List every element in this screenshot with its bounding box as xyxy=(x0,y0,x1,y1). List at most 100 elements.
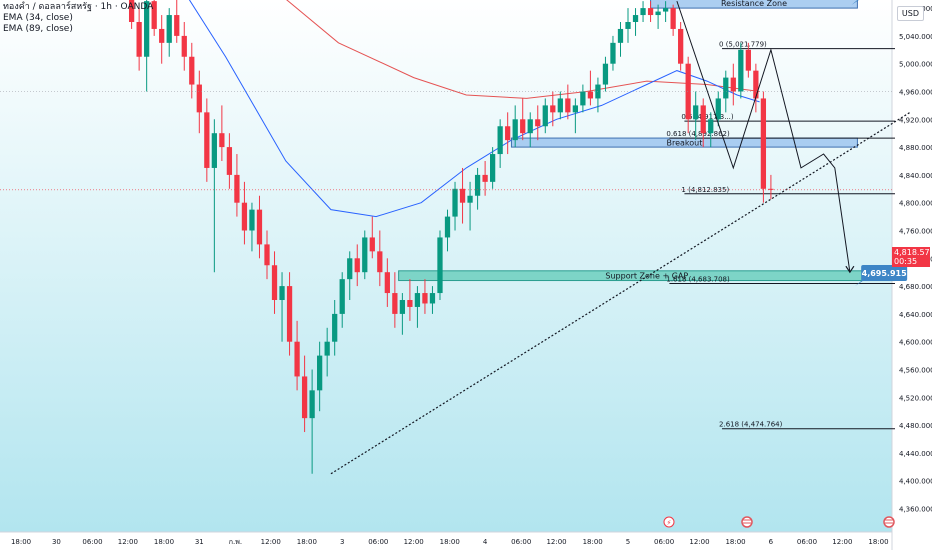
breakout-zone-label: Breakout xyxy=(666,139,702,148)
candle-body xyxy=(550,105,556,113)
candle-body xyxy=(219,133,225,148)
candle-body xyxy=(640,8,646,16)
fib-level-label: 1.618 (4,683.708) xyxy=(666,276,730,284)
candle-body xyxy=(587,91,594,99)
candle-body xyxy=(520,119,526,134)
time-tick-label: 18:00 xyxy=(868,538,888,546)
candle-body xyxy=(271,265,278,300)
candle-body xyxy=(474,174,481,196)
us-flag-event-icon[interactable] xyxy=(883,516,895,528)
candle-body xyxy=(144,1,150,57)
time-tick-label: 06:00 xyxy=(797,538,817,546)
candle-body xyxy=(662,8,669,12)
candle-body xyxy=(249,209,255,231)
candle-body xyxy=(467,195,473,203)
candle-body xyxy=(444,216,451,238)
candle-body xyxy=(768,188,774,190)
symbol-title[interactable]: ทองคำ / ดอลลาร์สหรัฐ · 1h · OANDA xyxy=(3,2,154,12)
time-tick-label: 30 xyxy=(52,538,61,546)
time-tick-label: 18:00 xyxy=(725,538,745,546)
price-tick-label: 4,560.000 xyxy=(899,367,932,375)
candle-body xyxy=(174,15,180,36)
drawings xyxy=(330,0,911,475)
candle-body xyxy=(399,300,406,314)
fib-level-label: 2.618 (4,474.764) xyxy=(719,421,783,429)
callout-pointer-icon xyxy=(855,278,868,287)
candle-body xyxy=(128,0,135,22)
candle-body xyxy=(241,202,248,231)
candle-body xyxy=(234,174,240,203)
candle-body xyxy=(136,22,142,57)
candle-body xyxy=(730,77,736,92)
candle-body xyxy=(708,119,714,134)
time-tick-label: 12:00 xyxy=(546,538,566,546)
candle-body xyxy=(572,105,578,113)
candle-body xyxy=(738,49,744,92)
candle-body xyxy=(332,313,338,342)
price-tick-label: 5,040.000 xyxy=(899,33,932,41)
candle-body xyxy=(317,355,323,391)
candle-body xyxy=(354,258,360,273)
time-tick-label: 06:00 xyxy=(511,538,531,546)
price-tick-label: 4,920.000 xyxy=(899,116,932,124)
candle-body xyxy=(617,28,624,43)
price-tick-label: 4,680.000 xyxy=(899,283,932,291)
price-tick-label: 4,880.000 xyxy=(899,144,932,152)
price-tick-label: 4,360.000 xyxy=(899,506,932,514)
candle-body xyxy=(301,376,308,419)
price-callout-label: 4,695.915 xyxy=(862,269,907,278)
candle-body xyxy=(459,188,466,203)
candle-body xyxy=(384,272,390,294)
price-tick-label: 4,960.000 xyxy=(899,89,932,97)
price-tick-label: 4,640.000 xyxy=(899,311,932,319)
candle-body xyxy=(324,341,330,356)
candle-body xyxy=(429,293,436,304)
resistance-zone-label: Resistance Zone xyxy=(721,0,787,8)
time-tick-label: 18:00 xyxy=(583,538,603,546)
lightning-event-icon[interactable] xyxy=(663,516,675,528)
candle-body xyxy=(309,390,315,419)
candle-body xyxy=(700,105,706,134)
candle-body xyxy=(602,63,609,85)
time-tick-label: 4 xyxy=(483,538,488,546)
ema89-legend[interactable]: EMA (89, close) xyxy=(3,24,73,34)
candle-body xyxy=(497,126,503,155)
time-tick-label: 12:00 xyxy=(261,538,281,546)
candle-body xyxy=(632,15,639,22)
candle-body xyxy=(512,119,518,141)
candle-body xyxy=(339,279,345,314)
time-tick-label: 3 xyxy=(340,538,344,546)
price-tick-label: 4,840.000 xyxy=(899,172,932,180)
candle-body xyxy=(159,28,165,43)
bar-countdown: 00:35 xyxy=(894,257,918,266)
time-tick-label: 06:00 xyxy=(654,538,674,546)
price-tick-label: 4,400.000 xyxy=(899,478,932,486)
currency-badge[interactable]: USD xyxy=(896,6,924,21)
candle-body xyxy=(693,105,699,120)
candle-body xyxy=(422,293,428,304)
ema34-legend[interactable]: EMA (34, close) xyxy=(3,13,73,23)
us-flag-event-icon[interactable] xyxy=(741,516,753,528)
candle-body xyxy=(264,244,270,266)
candle-body xyxy=(151,1,157,29)
price-tick-label: 4,520.000 xyxy=(899,394,932,402)
candle-body xyxy=(610,42,616,64)
time-tick-label: 12:00 xyxy=(118,538,138,546)
candle-body xyxy=(625,22,631,29)
time-tick-label: 6 xyxy=(769,538,774,546)
candle-body xyxy=(535,119,541,127)
fib-levels: 0 (5,021.779) 0.5 (4,917.3...) 0.618 (4,89… xyxy=(666,41,896,430)
candle-body xyxy=(580,91,586,106)
time-tick-label: 18:00 xyxy=(440,538,460,546)
projection-arrowhead-icon xyxy=(845,265,855,274)
lightning-glyph: ⚡ xyxy=(667,519,672,527)
time-tick-label: 5 xyxy=(626,538,630,546)
time-axis[interactable]: 18:00 30 06:00 12:00 18:00 31 ก.พ. 12:00 18:00 3 0… xyxy=(11,538,889,546)
candle-body xyxy=(166,15,172,43)
candle-body xyxy=(452,188,458,217)
candle-body xyxy=(347,258,353,280)
candle-body xyxy=(181,35,187,57)
candle-body xyxy=(294,341,300,377)
